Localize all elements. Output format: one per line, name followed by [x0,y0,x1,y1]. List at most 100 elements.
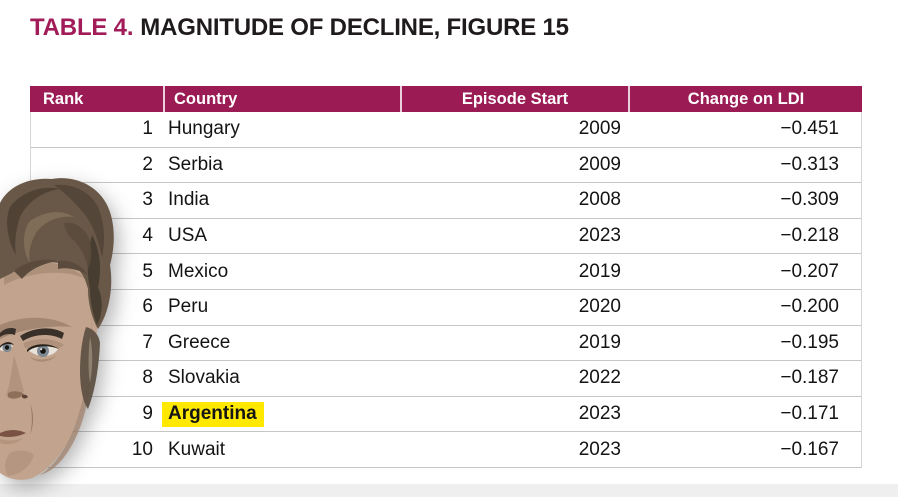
cell-country: Kuwait [163,439,400,461]
cell-text: Argentina [162,401,264,427]
bottom-strip [0,484,898,497]
cell-text: Greece [168,331,231,353]
cell-country: Serbia [163,154,400,176]
cell-text: 2023 [578,438,621,460]
table-row: 9 Argentina 2023 −0.171 [31,397,861,433]
cell-text: 2022 [578,367,621,389]
cell-text: 10 [131,438,153,460]
cell-text: 1 [142,118,153,140]
cell-rank: 3 [31,189,163,211]
cell-text: Serbia [168,153,223,175]
magnitude-of-decline-table: Rank Country Episode Start Change on LDI… [30,86,862,468]
cell-country: USA [163,225,400,247]
cell-text: 7 [142,331,153,353]
cell-text: 2019 [578,331,621,353]
cell-text: 5 [142,260,153,282]
cell-change-on-ldi: −0.451 [628,118,861,140]
cell-text: −0.451 [780,118,839,140]
cell-text: 2020 [578,296,621,318]
table-row: 5 Mexico 2019 −0.207 [31,254,861,290]
cell-episode-start: 2023 [400,439,628,461]
page-title: TABLE 4. MAGNITUDE OF DECLINE, FIGURE 15 [30,13,569,43]
cell-text: 3 [142,189,153,211]
cell-text: −0.218 [780,225,839,247]
cell-text: 9 [142,403,153,425]
cell-text: 2019 [578,260,621,282]
cell-episode-start: 2008 [400,189,628,211]
cell-text: Kuwait [168,438,226,460]
cell-text: India [168,189,210,211]
cell-country: Mexico [163,261,400,283]
cell-text: −0.171 [780,403,839,425]
table-row: 8 Slovakia 2022 −0.187 [31,361,861,397]
table-row: 3 India 2008 −0.309 [31,183,861,219]
cell-country: Slovakia [163,367,400,389]
cell-episode-start: 2019 [400,261,628,283]
cell-text: 2009 [578,153,621,175]
cell-text: 2008 [578,189,621,211]
table-row: 4 USA 2023 −0.218 [31,219,861,255]
table-row: 1 Hungary 2009 −0.451 [31,112,861,148]
cell-text: 2023 [578,225,621,247]
cell-rank: 4 [31,225,163,247]
cell-text: 6 [142,296,153,318]
cell-country: India [163,189,400,211]
cell-text: Slovakia [168,367,240,389]
cell-change-on-ldi: −0.218 [628,225,861,247]
cell-country: Greece [163,332,400,354]
cell-change-on-ldi: −0.167 [628,439,861,461]
cell-episode-start: 2020 [400,296,628,318]
table-header-row: Rank Country Episode Start Change on LDI [30,86,862,112]
table-row: 2 Serbia 2009 −0.313 [31,148,861,184]
cell-episode-start: 2009 [400,118,628,140]
cell-episode-start: 2022 [400,367,628,389]
cell-text: −0.200 [780,296,839,318]
cell-episode-start: 2023 [400,403,628,425]
cell-change-on-ldi: −0.171 [628,403,861,425]
cell-rank: 1 [31,118,163,140]
face-cutout-photo [0,178,114,480]
column-header-rank: Rank [43,90,84,108]
cell-rank: 9 [31,403,163,425]
table-number-label: TABLE 4. [30,14,134,41]
cell-rank: 7 [31,332,163,354]
cell-rank: 2 [31,154,163,176]
cell-text: 4 [142,225,153,247]
cell-text: Peru [168,296,209,318]
cell-country: Argentina [162,401,400,427]
table-body: 1 Hungary 2009 −0.451 2 Serbia 2009 −0.313 3 Indi… [30,112,862,468]
table-row: 6 Peru 2020 −0.200 [31,290,861,326]
cell-text: −0.187 [780,367,839,389]
cell-text: −0.309 [780,189,839,211]
table-row: 7 Greece 2019 −0.195 [31,326,861,362]
cell-country: Peru [163,296,400,318]
column-header-change-on-ldi: Change on LDI [628,86,862,112]
cell-text: 2 [142,153,153,175]
cell-episode-start: 2023 [400,225,628,247]
column-header-episode-start: Episode Start [400,86,628,112]
table-row: 10 Kuwait 2023 −0.167 [31,432,861,468]
cell-change-on-ldi: −0.200 [628,296,861,318]
column-header-country: Country [163,86,400,112]
cell-rank: 8 [31,367,163,389]
cell-change-on-ldi: −0.313 [628,154,861,176]
cell-text: 2009 [578,118,621,140]
cell-text: −0.195 [780,331,839,353]
cell-rank: 6 [31,296,163,318]
cell-text: USA [168,225,208,247]
cell-text: Mexico [168,260,229,282]
cell-rank: 10 [31,439,163,461]
cell-episode-start: 2009 [400,154,628,176]
cell-text: Hungary [168,118,240,140]
cell-text: 2023 [578,403,621,425]
cell-change-on-ldi: −0.309 [628,189,861,211]
title-text: MAGNITUDE OF DECLINE, FIGURE 15 [140,14,569,41]
cell-change-on-ldi: −0.207 [628,261,861,283]
cell-text: 8 [142,367,153,389]
cell-text: −0.207 [780,260,839,282]
cell-episode-start: 2019 [400,332,628,354]
cell-country: Hungary [163,118,400,140]
cell-text: −0.313 [780,153,839,175]
cell-change-on-ldi: −0.195 [628,332,861,354]
